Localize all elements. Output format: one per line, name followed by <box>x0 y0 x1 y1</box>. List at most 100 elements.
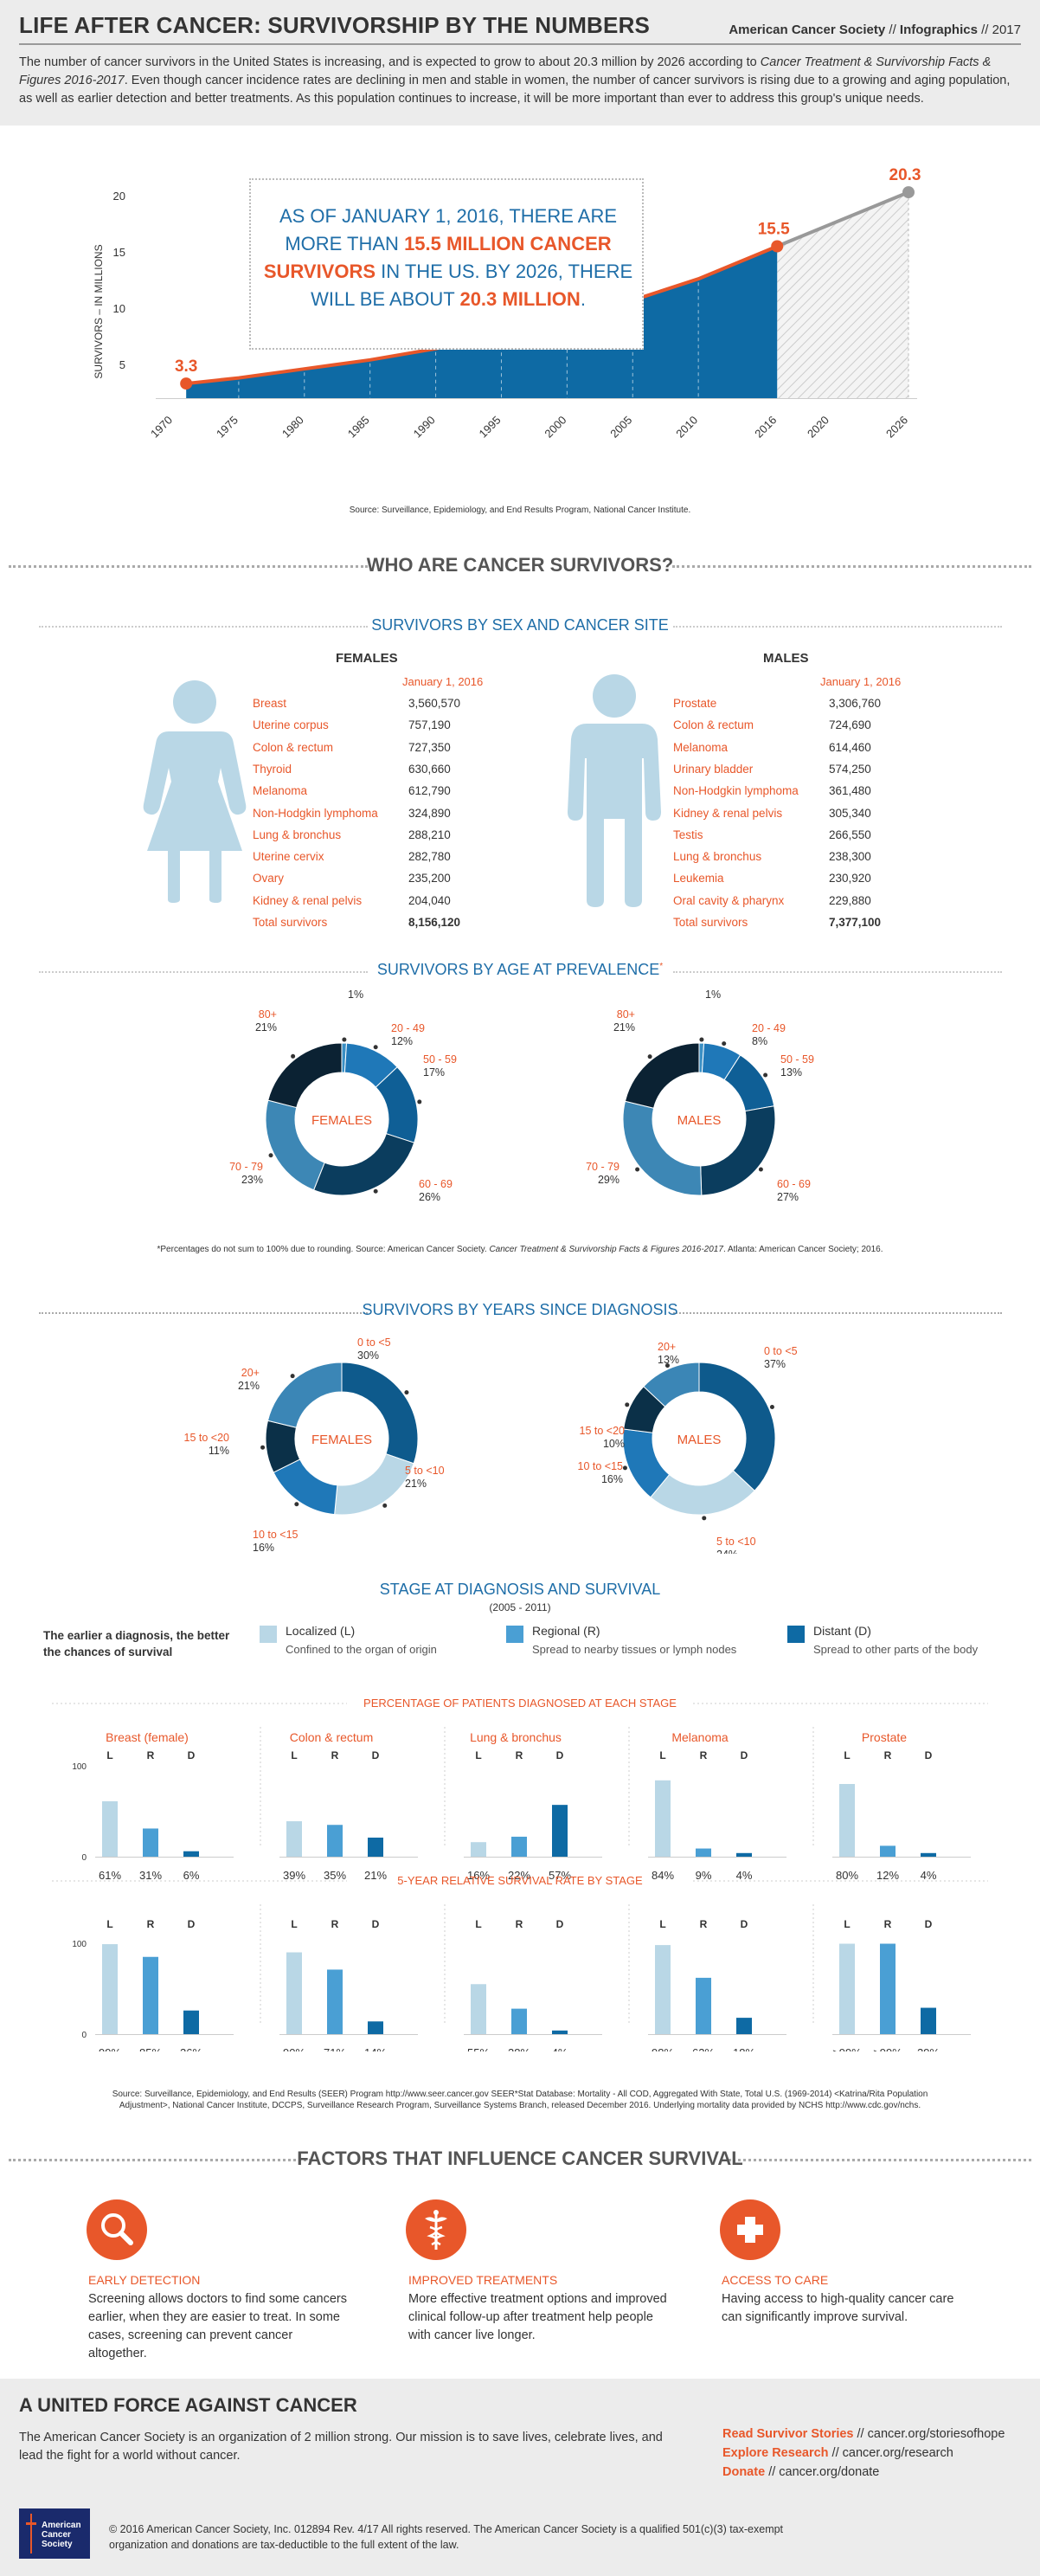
site-row: Oral cavity & pharynx 229,880 <box>673 894 941 916</box>
bar-value-label: 18% <box>733 2046 755 2051</box>
site-row: Uterine corpus 757,190 <box>253 718 521 740</box>
divider-left <box>9 565 368 568</box>
intro-italic: Cancer Treatment & Survivorship Facts & … <box>19 55 992 87</box>
site-label: Kidney & renal pelvis <box>673 806 783 820</box>
site-value: 235,200 <box>408 872 451 886</box>
section-title-factors: FACTORS THAT INFLUENCE CANCER SURVIVAL <box>297 2148 743 2169</box>
slice-value: 24% <box>716 1549 738 1554</box>
brand-separator-2: // <box>981 23 989 37</box>
intro-part-1: The number of cancer survivors in the Un… <box>19 55 761 69</box>
bar-category-label: D <box>372 1918 380 1930</box>
subtitle-age-mark: * <box>659 962 664 971</box>
callout-part-3: . <box>580 288 586 310</box>
bar-value-label: 99% <box>99 2046 121 2051</box>
bar-category-label: L <box>291 1918 297 1930</box>
bar-category-label: L <box>844 1749 850 1761</box>
site-value: 361,480 <box>829 784 871 798</box>
total-value: 7,377,100 <box>829 916 882 929</box>
subrule-right <box>673 626 1002 628</box>
slice-value: 8% <box>752 1035 767 1047</box>
site-label: Colon & rectum <box>673 718 754 732</box>
site-row: Thyroid 630,660 <box>253 763 521 784</box>
bar-value-label: 71% <box>324 2046 346 2051</box>
site-value: 266,550 <box>829 828 871 841</box>
y-tick-label: 100 <box>72 1940 87 1949</box>
factor-text-treatments: More effective treatment options and imp… <box>408 2292 667 2342</box>
bar <box>736 1852 752 1857</box>
bar <box>655 1945 671 2034</box>
bar-category-label: R <box>700 1749 708 1761</box>
factor-title-access: ACCESS TO CARE <box>722 2273 829 2287</box>
link-survivor-stories[interactable]: Read Survivor Stories // cancer.org/stor… <box>722 2427 1005 2441</box>
site-row: Kidney & renal pelvis 305,340 <box>673 807 941 828</box>
slice-value: 29% <box>598 1174 620 1186</box>
donut-slice <box>341 1362 419 1465</box>
bar <box>327 1825 343 1857</box>
link-label-stories[interactable]: Read Survivor Stories <box>722 2427 854 2441</box>
link-explore-research[interactable]: Explore Research // cancer.org/research <box>722 2446 953 2460</box>
footer-text: The American Cancer Society is an organi… <box>19 2431 663 2463</box>
site-row: Leukemia 230,920 <box>673 872 941 893</box>
females-date: January 1, 2016 <box>402 675 484 688</box>
site-label: Urinary bladder <box>673 762 754 776</box>
donut-center-label: FEMALES <box>311 1433 372 1447</box>
brand-year: 2017 <box>992 23 1021 37</box>
y-axis-label: SURVIVORS – IN MILLIONS <box>93 244 105 378</box>
site-label: Prostate <box>673 697 717 710</box>
bar-category-label: L <box>659 1918 665 1930</box>
bar <box>368 2021 383 2034</box>
factor-text-early-detection: Screening allows doctors to find some ca… <box>88 2292 348 2360</box>
link-label-research[interactable]: Explore Research <box>722 2446 829 2460</box>
bar-group-name: Prostate <box>862 1730 907 1744</box>
callout-highlight-1: 15.5 MILLION CANCER SURVIVORS <box>263 233 612 282</box>
bar-value-label: 62% <box>692 2046 715 2051</box>
total-row: Total survivors 7,377,100 <box>673 916 941 937</box>
sword-icon <box>26 2514 36 2553</box>
link-url-donate[interactable]: cancer.org/donate <box>779 2465 880 2479</box>
bar-category-label: L <box>475 1918 481 1930</box>
slice-value: 11% <box>209 1445 229 1457</box>
bar-category-label: D <box>188 1918 196 1930</box>
bar-group-name: Lung & bronchus <box>470 1730 562 1744</box>
bar <box>368 1837 383 1857</box>
bar <box>696 1848 711 1857</box>
x-tick-label: 2010 <box>673 414 700 441</box>
y-tick-label: 5 <box>119 358 125 371</box>
bar-chart-title: 5-YEAR RELATIVE SURVIVAL RATE BY STAGE <box>397 1874 643 1887</box>
bar-category-label: R <box>147 1749 155 1761</box>
callout-text: AS OF JANUARY 1, 2016, THERE ARE MORE TH… <box>260 203 637 313</box>
header: LIFE AFTER CANCER: SURVIVORSHIP BY THE N… <box>0 0 1040 126</box>
link-donate[interactable]: Donate // cancer.org/donate <box>722 2465 879 2479</box>
acs-logo: American Cancer Society <box>19 2508 90 2559</box>
site-label: Testis <box>673 828 703 841</box>
slice-label: 0 to <5 <box>764 1345 798 1357</box>
x-tick-label: 1975 <box>214 414 241 441</box>
bar-value-label: 61% <box>99 1869 121 1882</box>
slice-label: 0 - 19 <box>705 987 733 988</box>
link-url-research[interactable]: cancer.org/research <box>842 2446 953 2460</box>
bar <box>143 1828 158 1857</box>
bar-value-label: >99% <box>832 2046 862 2051</box>
site-label: Lung & bronchus <box>253 828 342 841</box>
slice-value: 16% <box>253 1542 274 1554</box>
slice-value: 30% <box>357 1349 379 1362</box>
site-value: 305,340 <box>829 806 871 820</box>
site-row: Melanoma 612,790 <box>253 784 521 806</box>
bar-value-label: 9% <box>696 1869 712 1882</box>
site-row: Urinary bladder 574,250 <box>673 763 941 784</box>
site-label: Breast <box>253 697 287 710</box>
slice-dot <box>404 1390 409 1395</box>
bar-category-label: D <box>925 1749 933 1761</box>
factor-text-access: Having access to high-quality cancer car… <box>722 2292 954 2324</box>
age-note-2: Cancer Treatment & Survivorship Facts & … <box>489 1245 723 1254</box>
link-label-donate[interactable]: Donate <box>722 2465 766 2479</box>
bar <box>880 1943 896 2034</box>
site-row: Non-Hodgkin lymphoma 324,890 <box>253 807 521 828</box>
site-value: 3,306,760 <box>829 697 882 710</box>
bar-category-label: D <box>372 1749 380 1761</box>
legend-desc-regional: Spread to nearby tissues or lymph nodes <box>532 1643 737 1656</box>
bar-value-label: 39% <box>283 1869 305 1882</box>
site-label: Oral cavity & pharynx <box>673 893 785 907</box>
brand-line: American Cancer Society // Infographics … <box>729 23 1021 37</box>
link-url-stories[interactable]: cancer.org/storiesofhope <box>867 2427 1005 2441</box>
